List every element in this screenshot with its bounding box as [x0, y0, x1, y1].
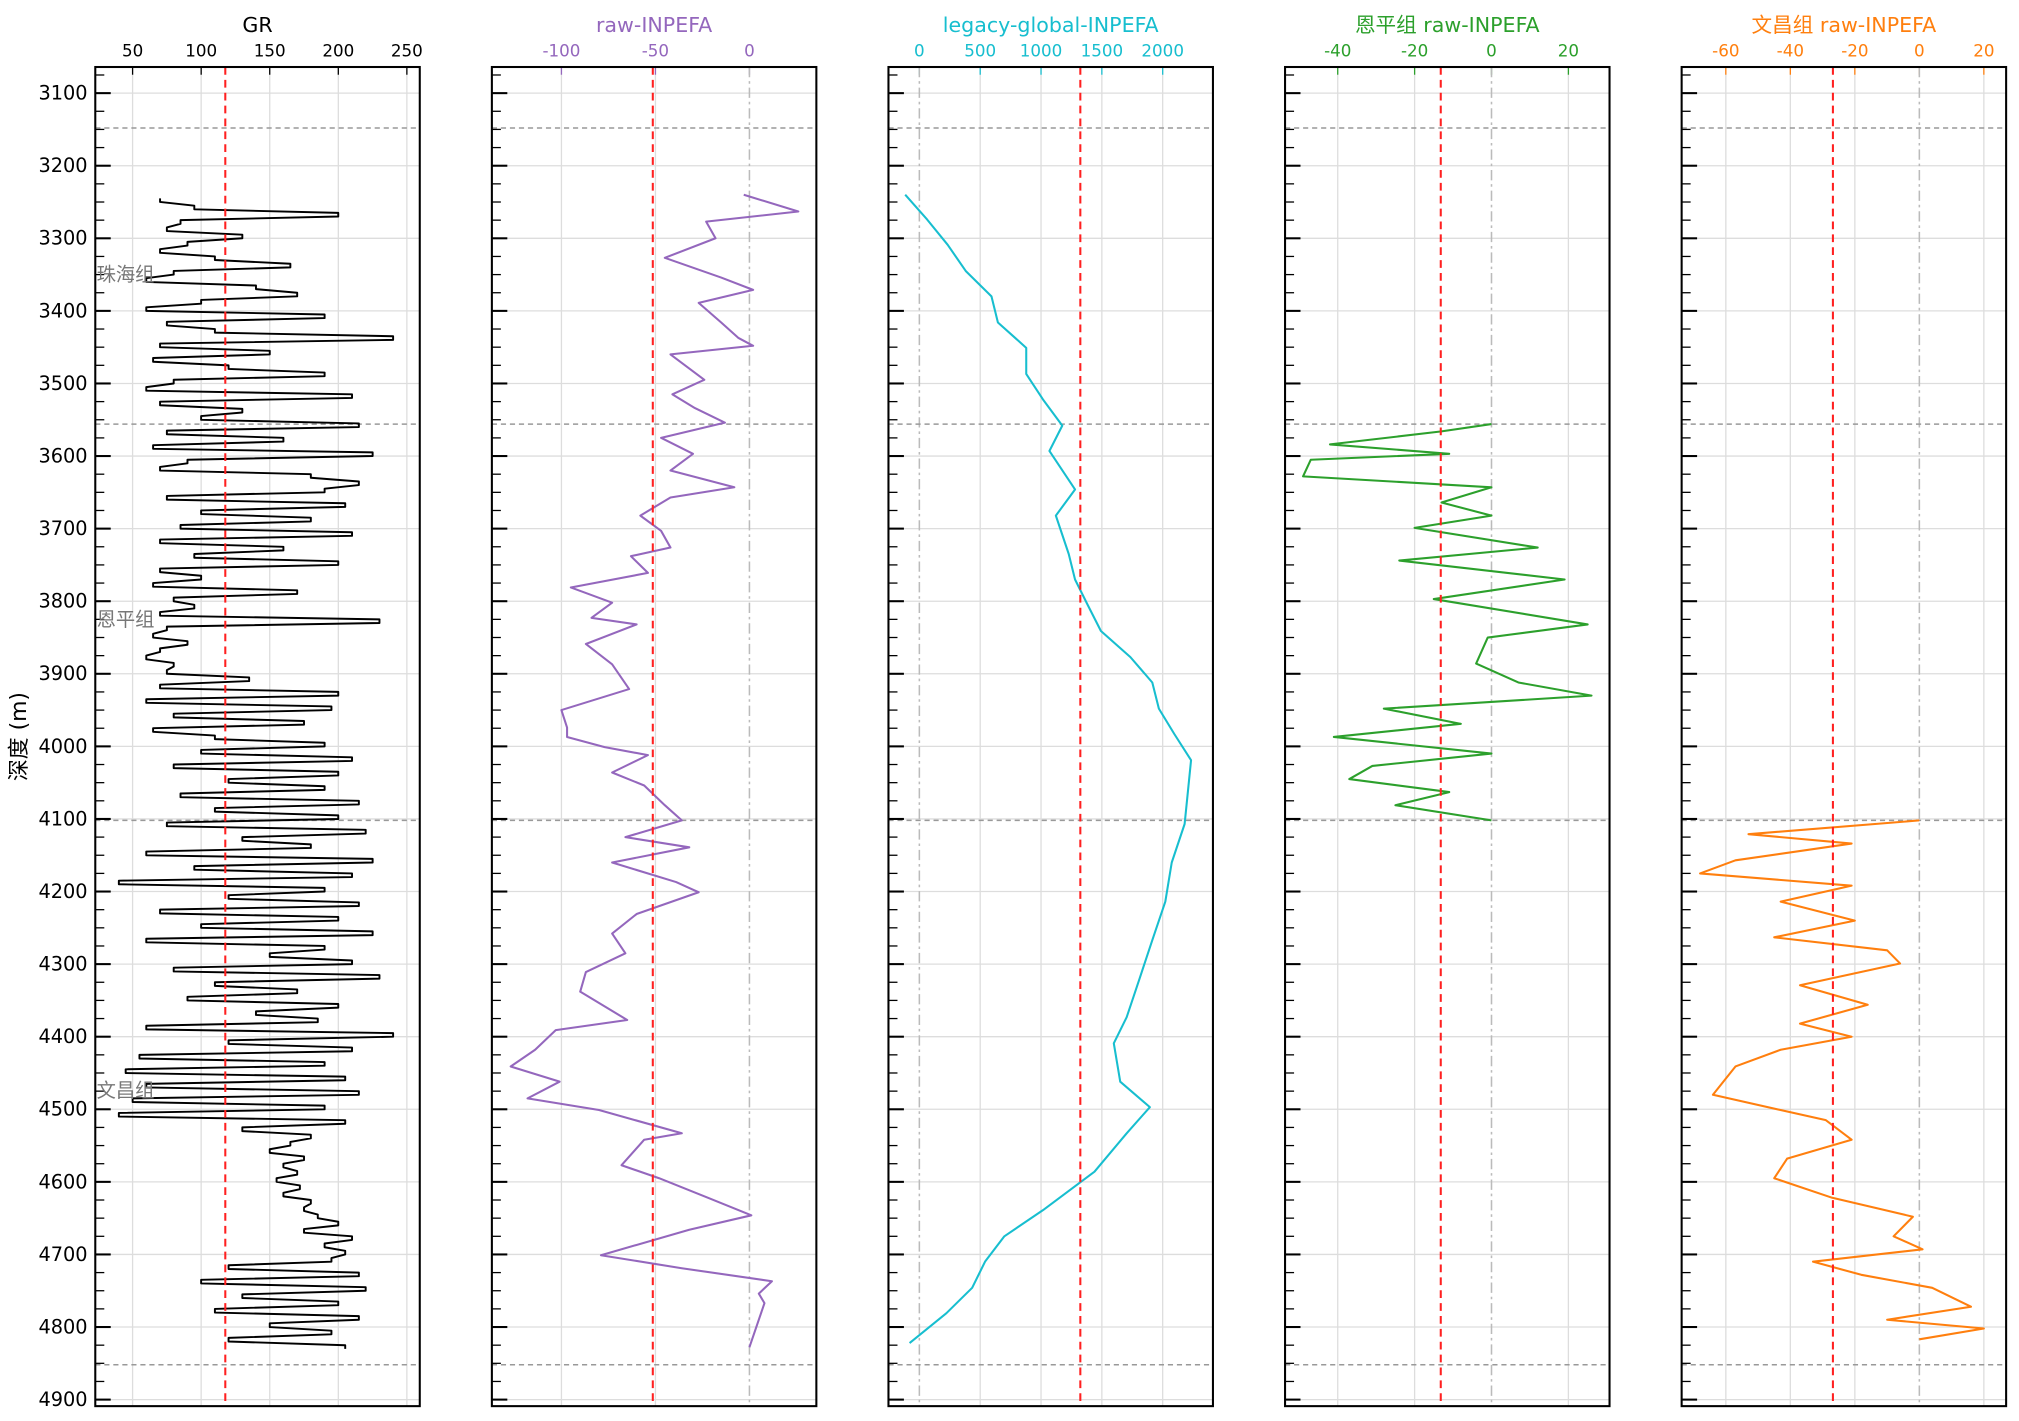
x-tick-label: 500 — [964, 41, 996, 61]
track-title: 文昌组 raw-INPEFA — [1752, 13, 1937, 37]
x-tick-label: 250 — [391, 41, 423, 61]
y-tick-label: 3700 — [38, 517, 87, 540]
track-frame — [490, 65, 818, 1408]
y-tick-label: 4700 — [38, 1243, 87, 1266]
x-tick-label: 50 — [122, 41, 143, 61]
y-tick-label: 4900 — [38, 1388, 87, 1411]
track-frame — [94, 65, 421, 1408]
track-4: -40 -20 0 20 恩平组 raw-INPEFA — [1284, 13, 1611, 1408]
y-tick-label: 4500 — [38, 1098, 87, 1121]
y-tick-label: 3300 — [38, 227, 87, 250]
y-tick-label: 4800 — [38, 1315, 87, 1338]
x-tick-label: 100 — [185, 41, 217, 61]
x-tick-label: -50 — [642, 41, 669, 61]
y-tick-label: 3100 — [38, 82, 87, 105]
y-tick-label: 3400 — [38, 299, 87, 322]
track-title: 恩平组 raw-INPEFA — [1355, 13, 1540, 37]
track-title: legacy-global-INPEFA — [943, 13, 1159, 37]
x-tick-label: 0 — [1914, 41, 1925, 61]
x-tick-label: -40 — [1324, 41, 1351, 61]
y-axis-label: 深度 (m) — [7, 692, 32, 781]
y-tick-label: 4200 — [38, 880, 87, 903]
track-2: -100 -50 0 raw-INPEFA — [490, 13, 818, 1408]
x-tick-label: 150 — [254, 41, 286, 61]
x-tick-label: 200 — [322, 41, 354, 61]
curve-5 — [1699, 819, 1985, 1341]
curve-3 — [904, 194, 1193, 1344]
curve-2 — [509, 193, 800, 1348]
track-title: GR — [242, 13, 272, 37]
x-tick-label: -20 — [1401, 41, 1428, 61]
formation-label: 文昌组 — [97, 1079, 155, 1102]
x-tick-label: -100 — [542, 41, 580, 61]
x-tick-label: -40 — [1777, 41, 1804, 61]
curve-4 — [1302, 423, 1593, 822]
curve-1 — [117, 198, 395, 1349]
formation-label: 恩平组 — [97, 608, 155, 631]
track-3: 0 500 1000 1500 2000 legacy-global-INPEFA — [887, 13, 1214, 1408]
y-tick-label: 3800 — [38, 590, 87, 613]
y-tick-label: 4000 — [38, 735, 87, 758]
x-tick-label: -20 — [1841, 41, 1868, 61]
track-title: raw-INPEFA — [596, 13, 712, 37]
x-tick-label: 0 — [914, 41, 925, 61]
x-tick-label: 2000 — [1141, 41, 1184, 61]
formation-label: 珠海组 — [97, 263, 155, 286]
x-tick-label: 1500 — [1081, 41, 1124, 61]
x-tick-label: 1000 — [1020, 41, 1063, 61]
y-tick-label: 4600 — [38, 1170, 87, 1193]
y-tick-label: 4400 — [38, 1025, 87, 1048]
y-tick-label: 3200 — [38, 154, 87, 177]
x-tick-label: 20 — [1973, 41, 1994, 61]
x-tick-label: 0 — [1486, 41, 1497, 61]
track-1: 50 100 150 200 250 3100 3200 3300 3400 3500 3600 37… — [38, 13, 422, 1411]
y-tick-label: 3500 — [38, 372, 87, 395]
track-frame — [1680, 65, 2008, 1408]
x-tick-label: 0 — [744, 41, 755, 61]
y-tick-label: 3600 — [38, 444, 87, 467]
x-tick-label: -60 — [1712, 41, 1739, 61]
y-tick-label: 4300 — [38, 953, 87, 976]
x-tick-label: 20 — [1558, 41, 1579, 61]
track-5: -60 -40 -20 0 20 文昌组 raw-INPEFA — [1680, 13, 2008, 1408]
y-tick-label: 4100 — [38, 807, 87, 830]
track-frame — [1284, 65, 1611, 1408]
y-tick-label: 3900 — [38, 662, 87, 685]
track-frame — [887, 65, 1214, 1408]
